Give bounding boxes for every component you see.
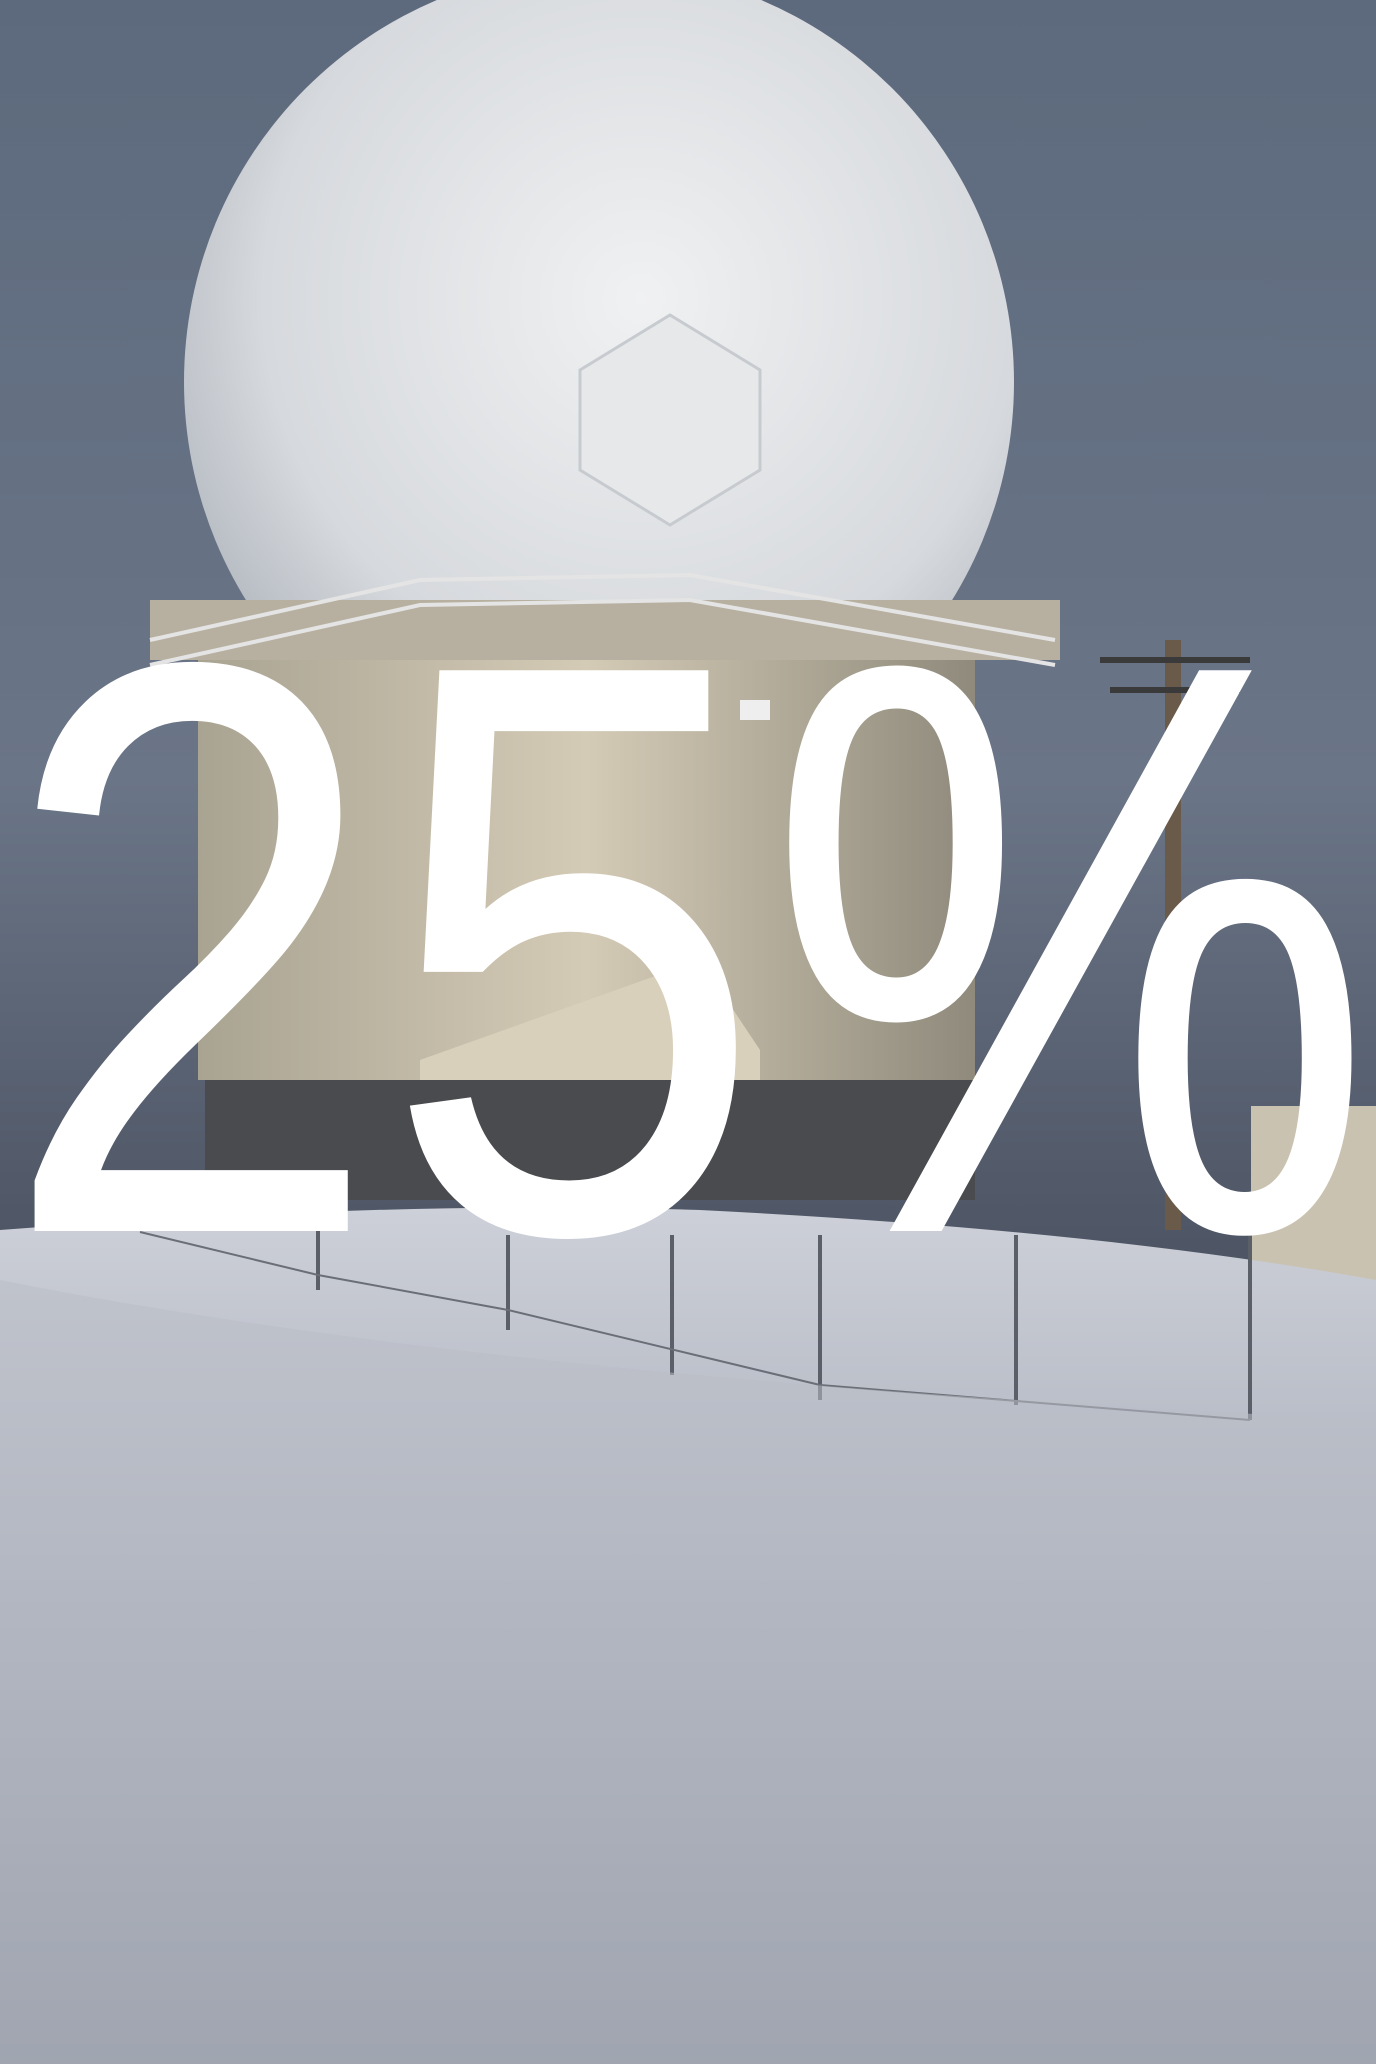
overlay-text: 25% xyxy=(0,493,1376,1404)
